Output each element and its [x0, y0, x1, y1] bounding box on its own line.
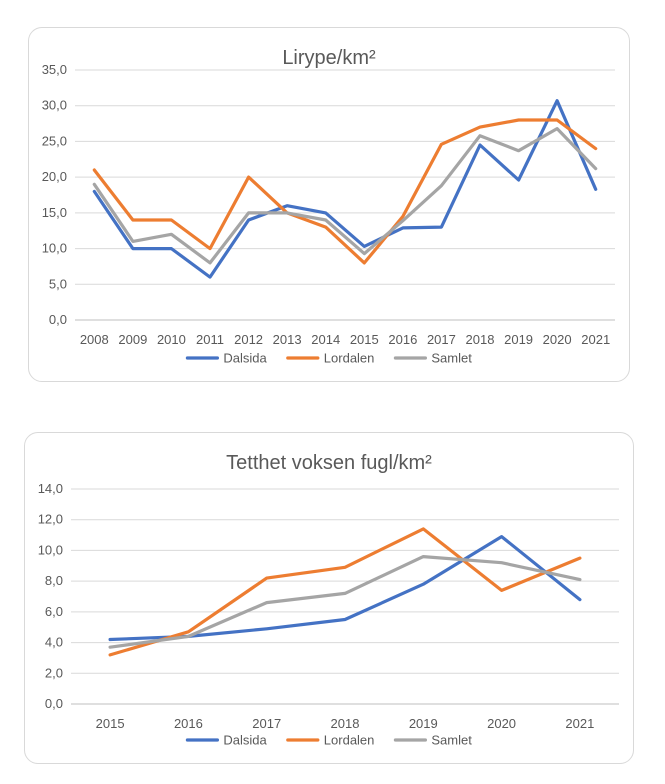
x-tick-label: 2017 [427, 332, 456, 347]
legend-label-lordalen: Lordalen [324, 351, 375, 366]
x-tick-label: 2021 [581, 332, 610, 347]
x-tick-label: 2020 [487, 716, 516, 731]
x-tick-label: 2018 [331, 716, 360, 731]
x-tick-label: 2011 [196, 332, 224, 347]
x-tick-label: 2014 [311, 332, 340, 347]
lirype-chart: Lirype/km² 0,0 5,0 10,0 15,0 20,0 25,0 30,0 35,0… [42, 47, 615, 366]
tetthet-chart: Tetthet voksen fugl/km² 0,0 2,0 4,0 6,0 8,0 10… [38, 452, 619, 748]
y-tick-label: 20,0 [42, 169, 67, 184]
y-tick-label: 2,0 [45, 665, 63, 680]
tetthet-chart-card: Tetthet voksen fugl/km² 0,0 2,0 4,0 6,0 8,0 10… [24, 432, 634, 764]
series-line-samlet [108, 554, 582, 649]
x-tick-label: 2019 [409, 716, 438, 731]
legend-label-samlet: Samlet [431, 733, 472, 748]
y-tick-label: 15,0 [42, 205, 67, 220]
legend-label-dalsida: Dalsida [223, 733, 267, 748]
y-tick-label: 5,0 [49, 276, 67, 291]
y-tick-label: 6,0 [45, 604, 63, 619]
series-line-lordalen [92, 118, 598, 265]
y-tick-label: 35,0 [42, 62, 67, 77]
x-tick-label: 2021 [565, 716, 594, 731]
x-tick-label: 2020 [543, 332, 572, 347]
y-tick-label: 14,0 [38, 481, 63, 496]
x-tick-label: 2009 [118, 332, 147, 347]
x-tick-label: 2018 [466, 332, 495, 347]
series-line-samlet [92, 126, 598, 265]
x-tick-label: 2017 [252, 716, 281, 731]
y-tick-label: 30,0 [42, 98, 67, 113]
legend-label-lordalen: Lordalen [324, 733, 375, 748]
x-tick-label: 2013 [273, 332, 302, 347]
y-tick-label: 25,0 [42, 133, 67, 148]
y-tick-label: 12,0 [38, 512, 63, 527]
legend-label-dalsida: Dalsida [223, 351, 267, 366]
x-tick-label: 2016 [174, 716, 203, 731]
y-tick-label: 10,0 [42, 241, 67, 256]
x-tick-label: 2016 [388, 332, 417, 347]
x-tick-label: 2019 [504, 332, 533, 347]
x-tick-label: 2008 [80, 332, 109, 347]
x-tick-label: 2015 [350, 332, 379, 347]
series-line-lordalen [108, 527, 582, 657]
lirype-chart-card: Lirype/km² 0,0 5,0 10,0 15,0 20,0 25,0 30,0 35,0… [28, 27, 630, 382]
y-tick-label: 0,0 [45, 696, 63, 711]
y-tick-label: 8,0 [45, 573, 63, 588]
y-tick-label: 4,0 [45, 635, 63, 650]
chart-title: Lirype/km² [282, 47, 376, 69]
x-tick-label: 2012 [234, 332, 263, 347]
x-tick-label: 2010 [157, 332, 186, 347]
y-tick-label: 10,0 [38, 542, 63, 557]
legend-label-samlet: Samlet [431, 351, 472, 366]
chart-title: Tetthet voksen fugl/km² [226, 452, 432, 474]
series-line-dalsida [92, 99, 598, 279]
x-tick-label: 2015 [96, 716, 125, 731]
y-tick-label: 0,0 [49, 312, 67, 327]
